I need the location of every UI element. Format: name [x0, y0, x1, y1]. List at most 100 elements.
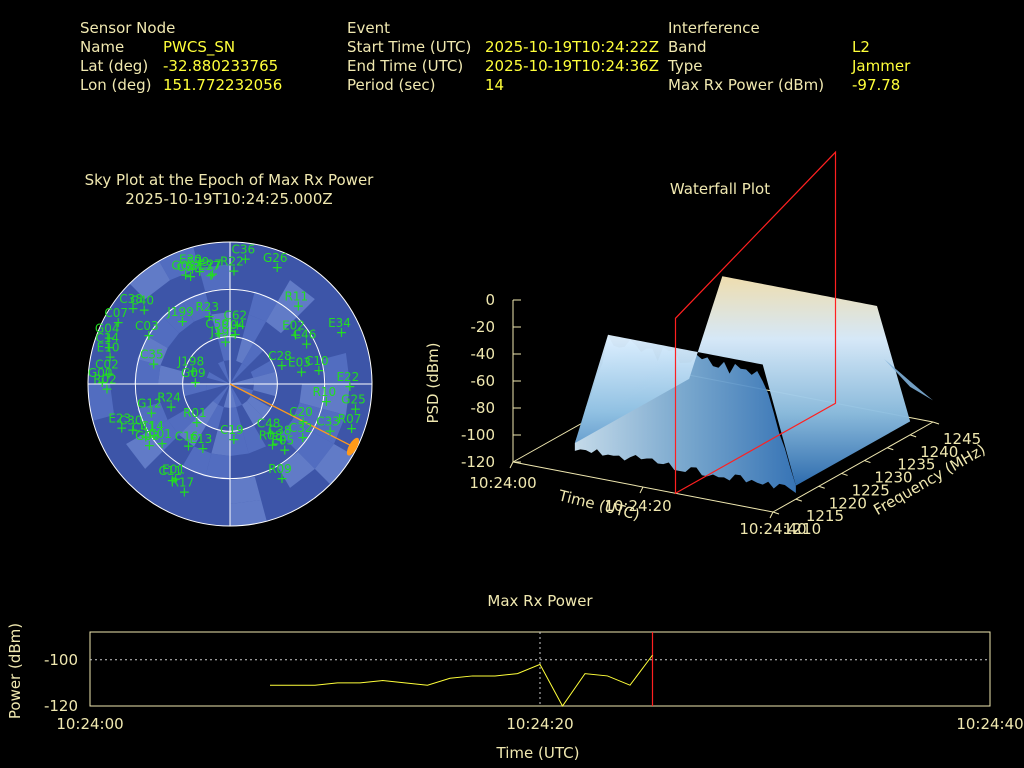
skyplot-satellite-marker: + — [127, 422, 139, 438]
skyplot-satellite-label: E27 — [199, 257, 222, 271]
skyplot-satellite-marker: + — [297, 414, 309, 430]
skyplot-satellite-marker: + — [148, 357, 160, 373]
skyplot-sector — [223, 384, 230, 408]
skyplot-satellite-label: C59 — [205, 317, 229, 331]
skyplot-satellite-label: C36 — [232, 243, 256, 257]
maxrx-y-tick-label: -100 — [44, 651, 78, 669]
maxrx-x-tick-label: 10:24:40 — [956, 715, 1023, 733]
waterfall-marker-plane — [674, 150, 837, 495]
skyplot-satellite-marker: + — [148, 428, 160, 444]
skyplot-satellite-marker: + — [350, 401, 362, 417]
skyplot-satellite-label: E22 — [336, 370, 359, 384]
interference-power-value: -97.78 — [852, 76, 901, 94]
skyplot-satellite-marker: + — [205, 268, 217, 284]
skyplot-satellite-label: C19 — [220, 423, 244, 437]
skyplot-sector — [162, 300, 194, 334]
waterfall-freq-tick — [772, 511, 780, 515]
waterfall-z-tick-label: -40 — [471, 345, 496, 363]
skyplot-satellite-label: J198 — [177, 355, 204, 369]
skyplot-jammer-marker — [346, 437, 360, 456]
skyplot-satellite-label: C48 — [257, 416, 281, 430]
skyplot-title: Sky Plot at the Epoch of Max Rx Power — [84, 171, 374, 189]
skyplot-satellite-label: G04 — [95, 322, 120, 336]
skyplot-satellite-marker: + — [207, 266, 219, 282]
waterfall-time-tick — [509, 461, 514, 469]
waterfall-freq-tick-label: 1235 — [897, 456, 935, 474]
skyplot-satellite-label: E37 — [197, 259, 220, 273]
skyplot-sector — [230, 377, 254, 384]
skyplot-satellite-marker: + — [112, 315, 124, 331]
skyplot-sector — [88, 384, 115, 422]
skyplot-satellite-label: C20 — [289, 405, 313, 419]
skyplot-satellite-marker: + — [143, 328, 155, 344]
interference-heading: Interference — [668, 19, 760, 37]
skyplot-satellite-marker: + — [231, 317, 243, 333]
skyplot-satellite-marker: + — [213, 326, 225, 342]
interference-type-value: Jammer — [852, 57, 911, 75]
sensor-node-heading: Sensor Node — [80, 19, 176, 37]
skyplot-satellite-label: J199 — [166, 305, 193, 319]
skyplot-satellite-marker: + — [220, 335, 232, 351]
skyplot-sector — [242, 342, 264, 368]
skyplot-sector — [236, 337, 254, 364]
waterfall-freq-tick — [864, 460, 871, 464]
skyplot-satellite-label: R24 — [157, 391, 181, 405]
skyplot-satellite-marker: + — [292, 298, 304, 314]
skyplot-satellite-marker: + — [183, 438, 195, 454]
skyplot-satellite-label: E13 — [189, 432, 212, 446]
skyplot-satellite-marker: + — [267, 438, 279, 454]
maxrx-series-polyline — [270, 654, 653, 707]
skyplot-satellite-marker: + — [156, 436, 168, 452]
skyplot-sector — [322, 352, 350, 384]
skyplot-satellite-marker: + — [140, 430, 152, 446]
sensor-node-block: Sensor Node Name PWCS_SN Lat (deg) -32.880… — [80, 19, 282, 95]
skyplot-satellites: +G08+C07+E30+R22+C36+G26+E39+E27+E37+C38… — [88, 243, 366, 501]
skyplot-satellite-marker: + — [166, 473, 178, 489]
skyplot-sector — [253, 371, 278, 384]
skyplot-sector — [205, 453, 230, 480]
interference-band-label: Band — [668, 38, 707, 56]
skyplot-sector — [158, 365, 184, 384]
skyplot-satellite-label: C30 — [119, 413, 143, 427]
skyplot-satellite-marker: + — [187, 261, 199, 277]
event-end-value: 2025-10-19T10:24:36Z — [485, 57, 659, 75]
waterfall-z-tick-label: -80 — [471, 399, 496, 417]
skyplot-satellite-label: C10 — [305, 354, 329, 368]
skyplot-satellite-label: C40 — [130, 293, 154, 307]
skyplot-satellite-marker: + — [279, 442, 291, 458]
maxrx-x-axis-label: Time (UTC) — [496, 744, 580, 762]
skyplot-subtitle: 2025-10-19T10:24:25.000Z — [125, 190, 333, 208]
event-heading: Event — [347, 19, 390, 37]
skyplot-sector — [128, 259, 170, 300]
skyplot-satellite-marker: + — [197, 441, 209, 457]
skyplot-satellite-label: E23 — [108, 412, 131, 426]
skyplot-sector — [253, 384, 278, 397]
skyplot-sector — [230, 499, 268, 526]
skyplot-satellite-label: R11 — [285, 289, 309, 303]
skyplot-satellite-label: C07 — [104, 306, 128, 320]
skyplot-sector — [250, 360, 277, 378]
skyplot-satellite-marker: + — [324, 424, 336, 440]
maxrx-y-axis-label: Power (dBm) — [6, 623, 24, 719]
skyplot-sector — [242, 425, 266, 454]
skyplot-satellite-label: E03 — [288, 355, 311, 369]
skyplot-sector — [179, 417, 206, 447]
skyplot-satellite-marker: + — [265, 425, 277, 441]
skyplot-sector — [158, 244, 199, 281]
skyplot-satellite-marker: + — [191, 415, 203, 431]
skyplot-satellite-label: C14 — [140, 419, 164, 433]
skyplot-satellite-label: R22 — [220, 254, 244, 268]
skyplot-satellite-marker: + — [344, 379, 356, 395]
skyplot-satellite-label: G09 — [181, 366, 206, 380]
skyplot-satellite-label: C16 — [175, 429, 199, 443]
skyplot-sector — [230, 363, 247, 384]
interference-power-label: Max Rx Power (dBm) — [668, 76, 825, 94]
waterfall-time-marker — [674, 150, 837, 495]
skyplot-sector — [217, 336, 230, 361]
skyplot-jammer-bearing — [229, 383, 357, 450]
skyplot-sector — [230, 384, 237, 408]
skyplot-sector — [196, 400, 218, 426]
skyplot-satellite-label: C41 — [132, 421, 156, 435]
waterfall-time-tick-label: 10:24:40 — [739, 520, 806, 538]
